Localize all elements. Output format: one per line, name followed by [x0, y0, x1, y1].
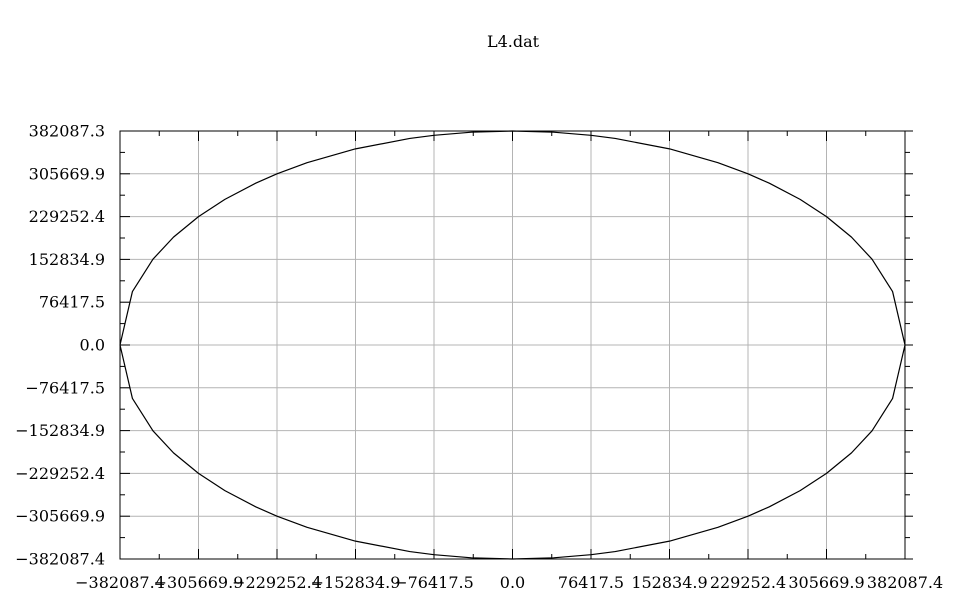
- y-tick-label: 152834.9: [29, 250, 105, 269]
- y-tick-label: −229252.4: [15, 464, 105, 483]
- x-tick-label: 0.0: [500, 573, 525, 592]
- x-tick-label: −305669.9: [154, 573, 244, 592]
- x-tick-label: 305669.9: [788, 573, 864, 592]
- y-tick-label: −382087.4: [15, 550, 105, 569]
- x-tick-label: −382087.4: [75, 573, 165, 592]
- x-tick-label: 382087.4: [867, 573, 943, 592]
- x-tick-label: 229252.4: [710, 573, 786, 592]
- x-tick-labels: −382087.4−305669.9−229252.4−152834.9−764…: [75, 573, 943, 592]
- y-tick-label: 76417.5: [39, 293, 105, 312]
- y-tick-label: 382087.3: [29, 122, 105, 141]
- y-tick-label: −305669.9: [15, 507, 105, 526]
- x-tick-label: 152834.9: [631, 573, 707, 592]
- x-tick-label: −152834.9: [311, 573, 401, 592]
- plot-frame: [119, 130, 906, 560]
- y-tick-labels: 382087.3 305669.9 229252.4 152834.9 76417.5 0…: [15, 122, 105, 569]
- y-tick-label: 0.0: [80, 335, 105, 354]
- y-tick-label: −76417.5: [25, 378, 105, 397]
- minor-ticks: [120, 131, 910, 559]
- x-tick-label: −76417.5: [394, 573, 474, 592]
- grid-lines: [119, 130, 906, 560]
- x-tick-label: 76417.5: [558, 573, 624, 592]
- y-tick-label: 305669.9: [29, 164, 105, 183]
- chart-title: L4.dat: [487, 32, 540, 51]
- x-tick-label: −229252.4: [232, 573, 322, 592]
- y-tick-label: −152834.9: [15, 421, 105, 440]
- y-tick-label: 229252.4: [29, 207, 105, 226]
